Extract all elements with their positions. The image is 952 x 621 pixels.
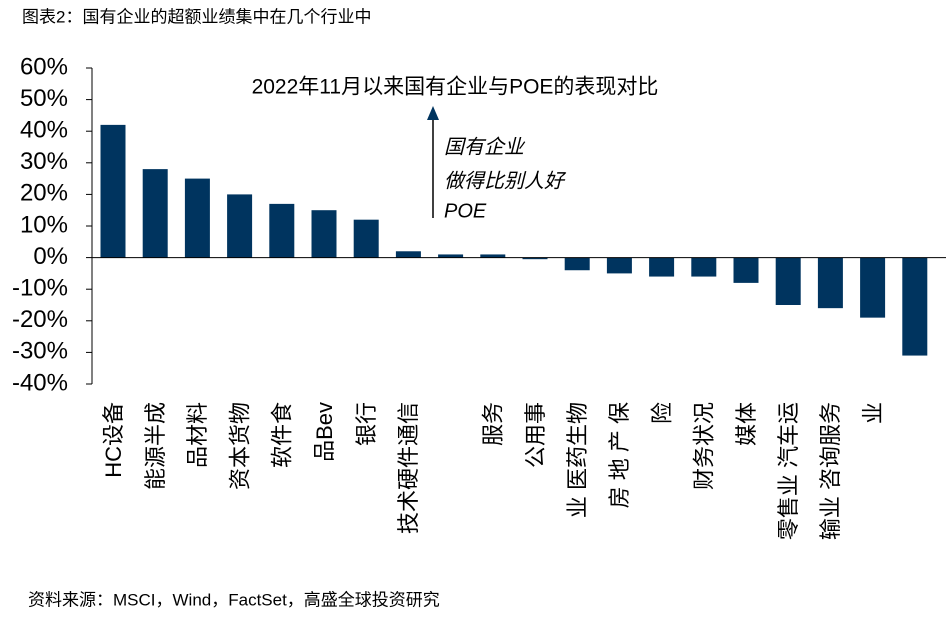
annotation: 国有企业	[444, 136, 526, 158]
annotation: POE	[444, 200, 487, 222]
annotation: 做得比别人好	[444, 170, 567, 192]
y-tick-label: 30%	[20, 148, 68, 175]
y-tick-label: 0%	[33, 243, 68, 270]
bar	[691, 257, 717, 277]
x-tick-label: 软件食	[270, 402, 295, 468]
bar	[480, 254, 506, 258]
x-tick-label: 服务	[481, 402, 506, 446]
x-tick-label: 能源半成	[143, 402, 168, 490]
x-tick-label: 公用事	[523, 402, 548, 468]
bar	[606, 257, 632, 274]
y-tick-label: 40%	[20, 117, 68, 144]
bar	[438, 254, 464, 258]
x-tick-label: 资本货物	[227, 402, 252, 490]
arrow-head	[427, 106, 439, 120]
bar	[860, 257, 886, 318]
x-tick-label: 财务状况	[692, 402, 717, 490]
x-tick-label: HC设备	[101, 402, 126, 478]
x-tick-label: 技术硬件通信	[396, 402, 421, 534]
bar	[564, 257, 590, 271]
x-tick-label: 品材料	[185, 402, 210, 468]
bar	[184, 178, 210, 258]
bar	[733, 257, 759, 283]
chart-title: 2022年11月以来国有企业与POE的表现对比	[252, 76, 659, 99]
bar	[311, 210, 337, 258]
x-tick-label: 零售业 汽车运	[776, 402, 801, 540]
bar	[100, 124, 126, 258]
y-tick-label: -30%	[12, 338, 68, 365]
y-tick-label: 50%	[20, 85, 68, 112]
x-tick-label: 输业 咨询服务	[818, 402, 843, 540]
x-tick-label: 房 地 产 保	[607, 402, 632, 508]
x-tick-label: 业	[860, 402, 885, 424]
bar	[522, 257, 548, 260]
bar	[775, 257, 801, 305]
y-tick-label: 10%	[20, 211, 68, 238]
y-tick-label: 20%	[20, 180, 68, 207]
x-tick-label: 业 医药生物	[565, 402, 590, 518]
bar	[227, 194, 253, 258]
header: 图表2：国有企业的超额业绩集中在几个行业中	[22, 7, 371, 26]
source: 资料来源：MSCI，Wind，FactSet，高盛全球投资研究	[28, 590, 440, 609]
y-tick-label: -20%	[12, 306, 68, 333]
x-tick-label: 银行	[354, 402, 379, 446]
x-tick-label: 品Bev	[312, 402, 337, 462]
bar	[142, 169, 168, 258]
y-tick-label: -10%	[12, 275, 68, 302]
x-tick-label: 险	[649, 402, 674, 424]
bar	[395, 251, 421, 258]
bar	[817, 257, 843, 309]
y-tick-label: -40%	[12, 369, 68, 396]
x-tick-label: 媒体	[734, 402, 759, 446]
bar	[649, 257, 675, 277]
bar	[902, 257, 928, 356]
bar	[269, 203, 295, 258]
y-tick-label: 60%	[20, 53, 68, 80]
bar	[353, 219, 379, 258]
